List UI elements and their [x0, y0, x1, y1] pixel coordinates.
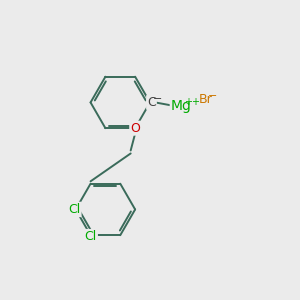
Text: Br: Br	[199, 93, 212, 106]
Text: ++: ++	[184, 97, 200, 107]
Text: O: O	[130, 122, 140, 135]
Text: C: C	[147, 96, 156, 109]
Text: Cl: Cl	[68, 203, 80, 216]
Text: −: −	[207, 91, 217, 101]
Text: Mg: Mg	[171, 99, 192, 113]
Text: −: −	[153, 94, 163, 104]
Text: Cl: Cl	[84, 230, 97, 243]
